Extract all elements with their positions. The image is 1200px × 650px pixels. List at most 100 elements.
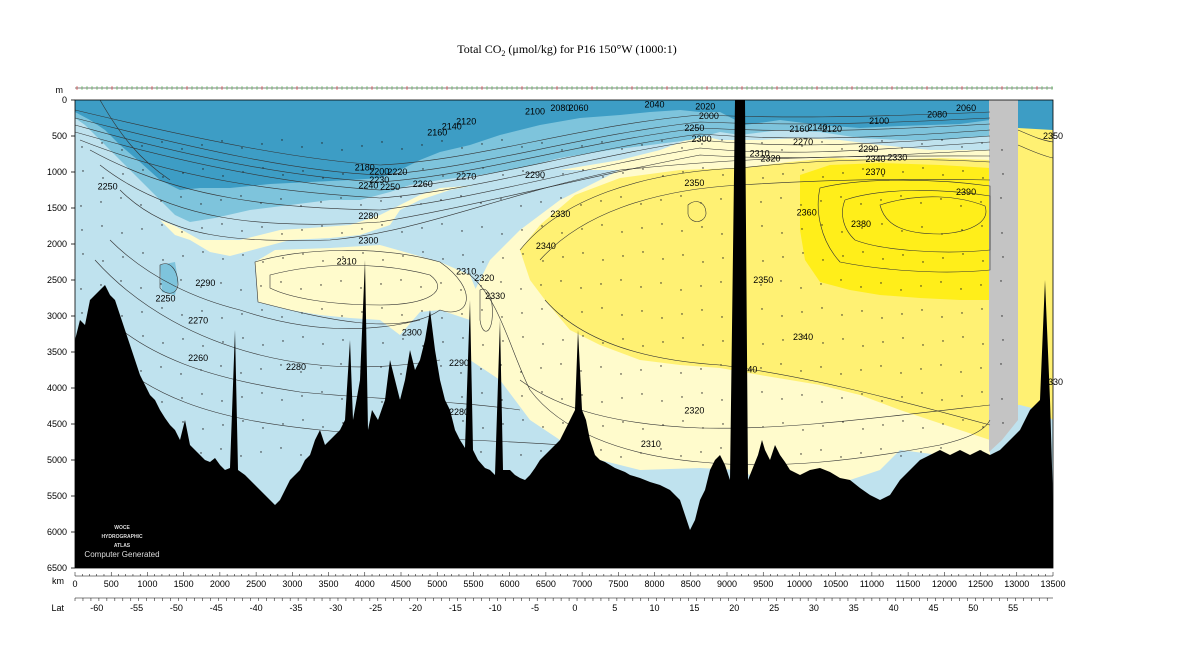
sample-dot <box>661 400 663 402</box>
sample-dot <box>842 255 844 257</box>
sample-dot <box>501 139 503 141</box>
sample-dot <box>841 148 843 150</box>
sample-dot <box>561 398 563 400</box>
sample-dot <box>981 391 983 393</box>
sample-dot <box>202 345 204 347</box>
sample-dot <box>181 148 183 150</box>
latitude-axis: -60 -55 -50 -45 -40 -35 -30 -25 -20 -15 -10 -5 0 5 10 1… <box>74 597 1053 613</box>
sample-dot <box>102 260 104 262</box>
sample-dot <box>220 199 222 201</box>
sample-dot <box>700 285 702 287</box>
sample-dot <box>641 144 643 146</box>
sample-dot <box>1002 339 1004 341</box>
sample-dot <box>562 422 564 424</box>
sample-dot <box>121 149 123 151</box>
sample-dot <box>522 336 524 338</box>
sample-dot <box>361 228 363 230</box>
distance-tick-label: 5500 <box>463 579 483 589</box>
sample-dot <box>660 365 662 367</box>
sample-dot <box>782 256 784 258</box>
sample-dot <box>581 311 583 313</box>
sample-dot <box>402 338 404 340</box>
sample-dot <box>622 172 624 174</box>
sample-dot <box>381 307 383 309</box>
sample-dot <box>540 367 542 369</box>
sample-dot <box>541 225 543 227</box>
sample-dot <box>582 169 584 171</box>
no-data-band <box>989 100 1018 452</box>
plot-frame <box>74 99 1054 569</box>
sample-dot <box>661 317 663 319</box>
sample-dot <box>600 283 602 285</box>
sample-dot <box>641 310 643 312</box>
contour-label: 2310 <box>641 439 661 449</box>
sample-dot <box>601 401 603 403</box>
sample-dot <box>802 169 804 171</box>
sample-dot <box>941 139 943 141</box>
sample-dot <box>442 341 444 343</box>
sample-dot <box>820 366 822 368</box>
sample-dot <box>520 205 522 207</box>
latitude-tick-label: -10 <box>489 603 502 613</box>
sample-dot <box>542 260 544 262</box>
sample-dot <box>801 145 803 147</box>
sample-dot <box>461 396 463 398</box>
sample-dot <box>520 371 522 373</box>
contour-label: 2260 <box>188 353 208 363</box>
latitude-axis-label: Lat <box>51 603 64 613</box>
contour-label: 2380 <box>851 219 871 229</box>
sample-dot <box>240 372 242 374</box>
sample-dot <box>701 226 703 228</box>
distance-tick-label: 12500 <box>968 579 993 589</box>
distance-tick-label: 9000 <box>717 579 737 589</box>
sample-dot <box>782 173 784 175</box>
sample-dot <box>501 399 503 401</box>
distance-axis: 0 500 1000 1500 2000 2500 3000 3500 4000 4500 5000… <box>72 572 1066 589</box>
sample-dot <box>822 342 824 344</box>
sample-dot <box>861 393 863 395</box>
sample-dot <box>261 309 263 311</box>
sample-dot <box>580 370 582 372</box>
contour-label: 2180 <box>355 163 375 173</box>
sample-dot <box>321 225 323 227</box>
sample-dot <box>81 146 83 148</box>
sample-dot <box>160 283 162 285</box>
sample-dot <box>182 255 184 257</box>
sample-dot <box>921 392 923 394</box>
sample-dot <box>602 342 604 344</box>
sample-dot <box>422 251 424 253</box>
contour-label: 2290 <box>858 144 878 154</box>
sample-dot <box>861 144 863 146</box>
sample-dot <box>180 373 182 375</box>
sample-dot <box>980 284 982 286</box>
sample-dot <box>320 201 322 203</box>
sample-dot <box>220 365 222 367</box>
sample-dot <box>282 174 284 176</box>
sample-dot <box>481 309 483 311</box>
sample-dot <box>700 451 702 453</box>
sample-dot <box>942 257 944 259</box>
sample-dot <box>822 259 824 261</box>
sample-dot <box>620 196 622 198</box>
distance-tick-label: 11500 <box>896 579 920 589</box>
sample-dot <box>882 424 884 426</box>
sample-dot <box>320 284 322 286</box>
sample-dot <box>922 261 924 263</box>
sample-dot <box>820 283 822 285</box>
sample-dot <box>541 308 543 310</box>
sample-dot <box>762 343 764 345</box>
depth-tick-label: 5500 <box>47 491 67 501</box>
sample-dot <box>241 313 243 315</box>
sample-dot <box>1002 422 1004 424</box>
sample-dot <box>401 314 403 316</box>
sample-dot <box>781 149 783 151</box>
depth-tick-label: 500 <box>52 131 67 141</box>
sample-dot <box>381 141 383 143</box>
sample-dot <box>882 341 884 343</box>
sample-dot <box>542 177 544 179</box>
depth-tick-label: 0 <box>62 95 67 105</box>
sample-dot <box>281 316 283 318</box>
sample-dot <box>582 252 584 254</box>
